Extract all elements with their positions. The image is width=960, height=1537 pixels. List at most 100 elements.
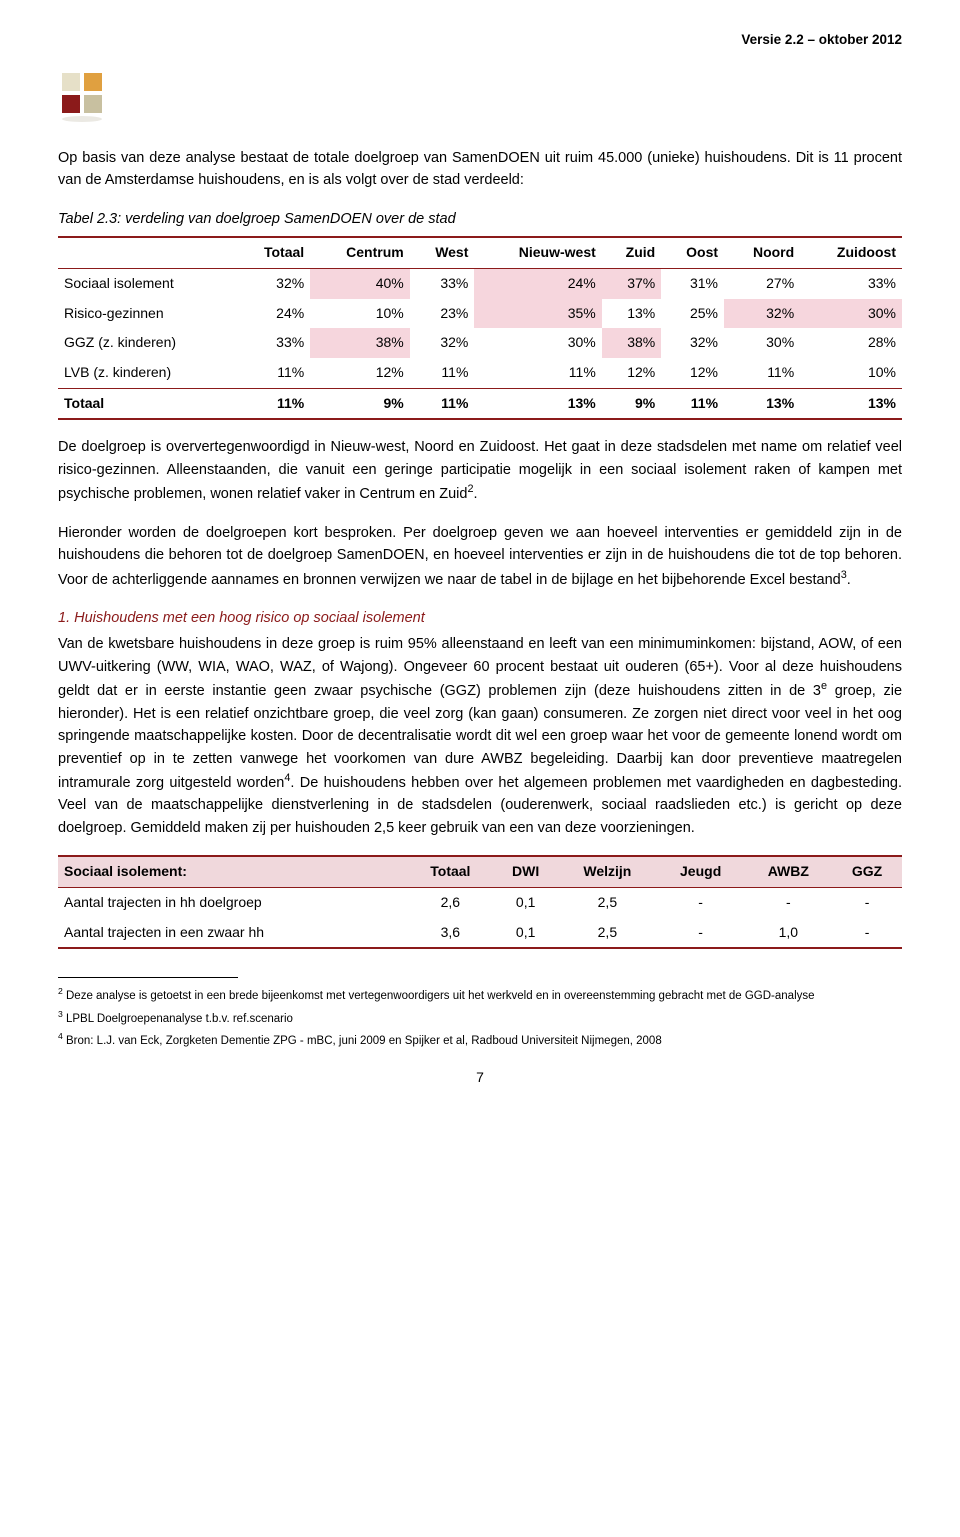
footnote-2-text: Deze analyse is getoetst in een brede bi… bbox=[63, 990, 815, 1002]
table2-cell: 0,1 bbox=[493, 918, 558, 949]
table-sociaal-isolement: Sociaal isolement: Totaal DWI Welzijn Je… bbox=[58, 855, 902, 949]
table1-cell: 32% bbox=[724, 299, 800, 329]
table-row: LVB (z. kinderen)11%12%11%11%12%12%11%10… bbox=[58, 358, 902, 388]
table1-row-label: Sociaal isolement bbox=[58, 269, 235, 299]
body-p3-text: Hieronder worden de doelgroepen kort bes… bbox=[58, 525, 902, 588]
table2-col2: DWI bbox=[493, 856, 558, 887]
table-row: Risico-gezinnen24%10%23%35%13%25%32%30% bbox=[58, 299, 902, 329]
table1-cell: 24% bbox=[235, 299, 310, 329]
table2-col1: Totaal bbox=[407, 856, 493, 887]
table2-col5: AWBZ bbox=[744, 856, 832, 887]
intro-paragraph: Op basis van deze analyse bestaat de tot… bbox=[58, 147, 902, 192]
table1-total-v2: 11% bbox=[410, 388, 475, 419]
table1-col-oost: Oost bbox=[661, 237, 724, 268]
table1-cell: 38% bbox=[602, 328, 661, 358]
footnote-4: 4 Bron: L.J. van Eck, Zorgketen Dementie… bbox=[58, 1031, 902, 1049]
table1-cell: 40% bbox=[310, 269, 410, 299]
table1-col-zuidoost: Zuidoost bbox=[800, 237, 902, 268]
footnote-3-text: LPBL Doelgroepenanalyse t.b.v. ref.scena… bbox=[63, 1013, 293, 1025]
table1-cell: 32% bbox=[661, 328, 724, 358]
table-row: Sociaal isolement32%40%33%24%37%31%27%33… bbox=[58, 269, 902, 299]
table2-row-label: Aantal trajecten in hh doelgroep bbox=[58, 887, 407, 917]
table1-cell: 31% bbox=[661, 269, 724, 299]
table2-col6: GGZ bbox=[832, 856, 902, 887]
table1-total-v0: 11% bbox=[235, 388, 310, 419]
table1-cell: 33% bbox=[800, 269, 902, 299]
table1-row-label: Risico-gezinnen bbox=[58, 299, 235, 329]
table1-cell: 11% bbox=[235, 358, 310, 388]
table2-cell: 2,5 bbox=[558, 918, 657, 949]
table1-cell: 38% bbox=[310, 328, 410, 358]
table2-cell: - bbox=[744, 887, 832, 917]
footnote-3: 3 LPBL Doelgroepenanalyse t.b.v. ref.sce… bbox=[58, 1009, 902, 1027]
section1-title: 1. Huishoudens met een hoog risico op so… bbox=[58, 607, 902, 629]
body-p2: De doelgroep is oververtegenwoordigd in … bbox=[58, 436, 902, 505]
table2-cell: 2,5 bbox=[558, 887, 657, 917]
table2-cell: 2,6 bbox=[407, 887, 493, 917]
table1-col-noord: Noord bbox=[724, 237, 800, 268]
table2-col4: Jeugd bbox=[657, 856, 745, 887]
table2-cell: 0,1 bbox=[493, 887, 558, 917]
table1-total-v3: 13% bbox=[474, 388, 601, 419]
table1-total-row: Totaal 11% 9% 11% 13% 9% 11% 13% 13% bbox=[58, 388, 902, 419]
table1-cell: 35% bbox=[474, 299, 601, 329]
table2-col3: Welzijn bbox=[558, 856, 657, 887]
table1-cell: 12% bbox=[661, 358, 724, 388]
table1-cell: 10% bbox=[800, 358, 902, 388]
table1-cell: 37% bbox=[602, 269, 661, 299]
header-version: Versie 2.2 – oktober 2012 bbox=[58, 30, 902, 51]
table1-cell: 30% bbox=[800, 299, 902, 329]
page-number: 7 bbox=[58, 1067, 902, 1089]
table1-cell: 13% bbox=[602, 299, 661, 329]
table1-col-zuid: Zuid bbox=[602, 237, 661, 268]
table-row: Aantal trajecten in hh doelgroep2,60,12,… bbox=[58, 887, 902, 917]
table1-cell: 12% bbox=[310, 358, 410, 388]
table1-total-v5: 11% bbox=[661, 388, 724, 419]
table1-row-label: GGZ (z. kinderen) bbox=[58, 328, 235, 358]
table1-cell: 27% bbox=[724, 269, 800, 299]
table1-col-centrum: Centrum bbox=[310, 237, 410, 268]
table2-cell: - bbox=[832, 918, 902, 949]
body-p2-tail: . bbox=[473, 486, 477, 502]
table2-row-label: Aantal trajecten in een zwaar hh bbox=[58, 918, 407, 949]
table1-col-west: West bbox=[410, 237, 475, 268]
table1-total-v6: 13% bbox=[724, 388, 800, 419]
table1-total-v7: 13% bbox=[800, 388, 902, 419]
footnote-2: 2 Deze analyse is getoetst in een brede … bbox=[58, 986, 902, 1004]
table2-cell: 1,0 bbox=[744, 918, 832, 949]
table1-total-v4: 9% bbox=[602, 388, 661, 419]
body-p2-text: De doelgroep is oververtegenwoordigd in … bbox=[58, 439, 902, 502]
footnotes: 2 Deze analyse is getoetst in een brede … bbox=[58, 986, 902, 1049]
table1-cell: 32% bbox=[235, 269, 310, 299]
table1-cell: 30% bbox=[724, 328, 800, 358]
table2-cell: - bbox=[657, 918, 745, 949]
table1-cell: 32% bbox=[410, 328, 475, 358]
table1-cell: 33% bbox=[410, 269, 475, 299]
table-row: GGZ (z. kinderen)33%38%32%30%38%32%30%28… bbox=[58, 328, 902, 358]
table1-cell: 25% bbox=[661, 299, 724, 329]
table1-cell: 11% bbox=[724, 358, 800, 388]
table1-col-nieuwwest: Nieuw-west bbox=[474, 237, 601, 268]
table1-cell: 23% bbox=[410, 299, 475, 329]
table1-total-label: Totaal bbox=[58, 388, 235, 419]
table1-row-label: LVB (z. kinderen) bbox=[58, 358, 235, 388]
table2-header-row: Sociaal isolement: Totaal DWI Welzijn Je… bbox=[58, 856, 902, 887]
table1-cell: 12% bbox=[602, 358, 661, 388]
table1-cell: 10% bbox=[310, 299, 410, 329]
table1-cell: 28% bbox=[800, 328, 902, 358]
table1-total-v1: 9% bbox=[310, 388, 410, 419]
table2-cell: 3,6 bbox=[407, 918, 493, 949]
footnote-4-text: Bron: L.J. van Eck, Zorgketen Dementie Z… bbox=[63, 1035, 662, 1047]
table1-cell: 30% bbox=[474, 328, 601, 358]
table1-cell: 11% bbox=[410, 358, 475, 388]
table1-cell: 11% bbox=[474, 358, 601, 388]
logo-icon bbox=[58, 69, 902, 125]
table-row: Aantal trajecten in een zwaar hh3,60,12,… bbox=[58, 918, 902, 949]
table2-cell: - bbox=[832, 887, 902, 917]
body-p4a: Van de kwetsbare huishoudens in deze gro… bbox=[58, 636, 902, 699]
table1-col-empty bbox=[58, 237, 235, 268]
table-doelgroep-verdeling: Totaal Centrum West Nieuw-west Zuid Oost… bbox=[58, 236, 902, 420]
table1-cell: 33% bbox=[235, 328, 310, 358]
body-p4: Van de kwetsbare huishoudens in deze gro… bbox=[58, 633, 902, 839]
body-p3: Hieronder worden de doelgroepen kort bes… bbox=[58, 522, 902, 591]
